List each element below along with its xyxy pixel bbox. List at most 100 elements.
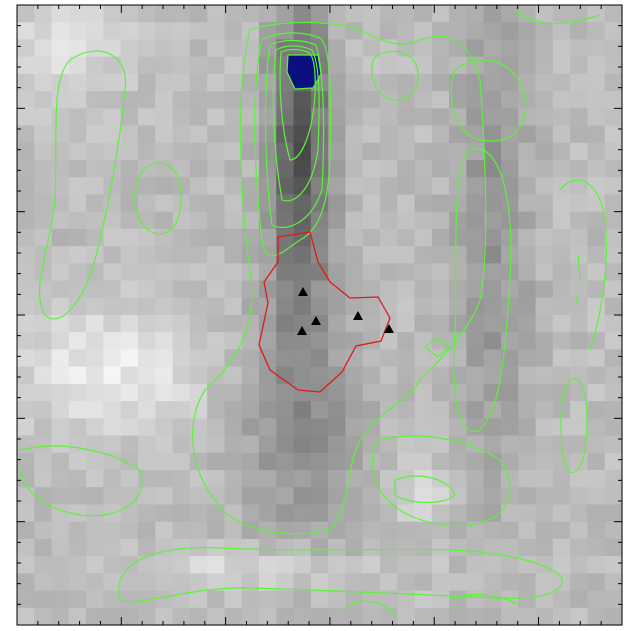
pixel — [328, 246, 347, 264]
pixel — [310, 349, 329, 368]
pixel — [328, 435, 347, 454]
pixel — [362, 590, 381, 609]
pixel — [380, 142, 398, 161]
pixel — [397, 349, 416, 368]
pixel — [431, 108, 450, 127]
pixel — [535, 590, 554, 609]
pixel — [103, 401, 122, 419]
pixel — [120, 556, 139, 574]
pixel — [483, 366, 502, 385]
pixel — [501, 418, 519, 437]
pixel — [310, 194, 329, 213]
pixel — [380, 573, 398, 592]
pixel — [328, 332, 347, 351]
pixel — [604, 452, 623, 471]
pixel — [466, 435, 485, 454]
pixel — [604, 56, 623, 75]
pixel — [241, 22, 260, 41]
pixel — [86, 349, 105, 368]
pixel — [86, 383, 105, 402]
pixel — [552, 349, 571, 368]
pixel — [17, 73, 35, 92]
pixel — [51, 211, 70, 230]
pixel — [120, 538, 139, 557]
pixel — [172, 607, 191, 626]
pixel — [501, 435, 519, 454]
pixel — [535, 73, 554, 92]
pixel — [189, 418, 208, 437]
pixel — [120, 366, 139, 385]
pixel — [68, 177, 87, 196]
pixel — [51, 470, 70, 488]
pixel — [17, 349, 35, 368]
pixel — [431, 504, 450, 523]
pixel — [397, 521, 416, 540]
contour — [371, 50, 419, 101]
pixel — [587, 383, 606, 402]
pixel — [587, 177, 606, 196]
pixel — [189, 590, 208, 609]
pixel — [120, 108, 139, 127]
pixel — [103, 246, 122, 264]
contour — [192, 21, 487, 535]
pixel — [310, 573, 329, 592]
pixel — [501, 5, 519, 23]
pixel — [362, 521, 381, 540]
pixel — [552, 56, 571, 75]
pixel — [535, 280, 554, 299]
pixel — [414, 280, 433, 299]
pixel — [535, 366, 554, 385]
pixel — [501, 177, 519, 196]
pixel — [397, 487, 416, 506]
pixel — [380, 280, 398, 299]
pixel — [276, 366, 295, 385]
pixel — [86, 607, 105, 626]
pixel — [17, 556, 35, 574]
pixel — [466, 263, 485, 282]
pixel — [397, 538, 416, 557]
pixel — [34, 160, 53, 178]
pixel — [328, 22, 347, 41]
pixel — [224, 452, 243, 471]
pixel — [604, 194, 623, 213]
pixel — [535, 383, 554, 402]
pixel — [310, 435, 329, 454]
pixel — [207, 349, 226, 368]
pixel — [241, 56, 260, 75]
pixel — [570, 280, 589, 299]
pixel — [449, 556, 468, 574]
pixel — [362, 160, 381, 178]
pixel — [552, 366, 571, 385]
pixel — [138, 73, 156, 92]
pixel — [570, 504, 589, 523]
pixel — [224, 228, 243, 247]
pixel — [68, 194, 87, 213]
pixel — [34, 39, 53, 58]
pixel — [34, 418, 53, 437]
pixel — [241, 573, 260, 592]
pixel — [570, 194, 589, 213]
pixel — [172, 349, 191, 368]
pixel — [86, 332, 105, 351]
pixel — [207, 590, 226, 609]
pixel — [224, 211, 243, 230]
pixel — [345, 22, 364, 41]
pixel — [552, 521, 571, 540]
pixel — [380, 263, 398, 282]
pixel — [587, 263, 606, 282]
pixel — [518, 538, 537, 557]
pixel — [86, 401, 105, 419]
pixel — [120, 435, 139, 454]
pixel — [604, 521, 623, 540]
pixel — [535, 228, 554, 247]
pixel — [120, 349, 139, 368]
pixel — [155, 246, 174, 264]
pixel — [68, 366, 87, 385]
pixel — [501, 91, 519, 109]
pixel — [380, 504, 398, 523]
pixel — [120, 607, 139, 626]
pixel — [501, 228, 519, 247]
pixel — [293, 383, 312, 402]
pixel — [172, 211, 191, 230]
